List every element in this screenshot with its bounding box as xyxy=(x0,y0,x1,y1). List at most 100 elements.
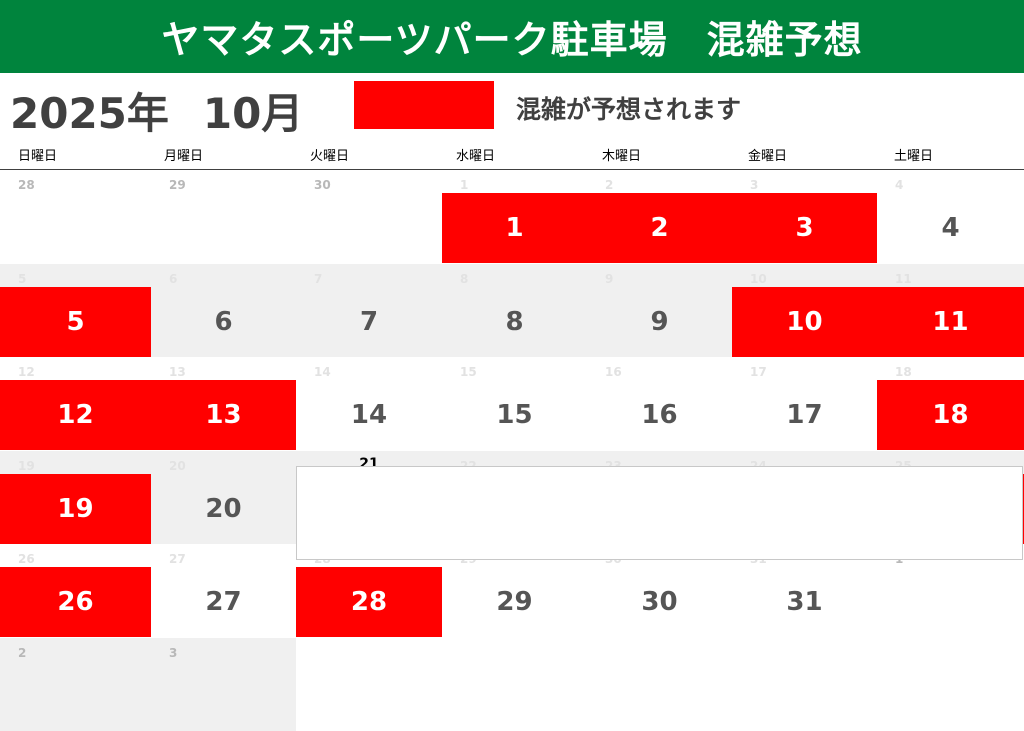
day-cell: 20 20 xyxy=(151,451,296,544)
weekday-sunday: 日曜日 xyxy=(18,149,58,164)
day-number: 16 xyxy=(641,400,678,430)
day-number: 29 xyxy=(496,587,533,617)
day-cell: 18 18 xyxy=(877,357,1024,451)
day-number-small: 8 xyxy=(460,272,469,286)
busy-marker xyxy=(732,287,877,357)
day-number-small: 30 xyxy=(314,178,331,192)
day-number: 30 xyxy=(641,587,678,617)
day-number-small: 3 xyxy=(169,646,178,660)
day-number: 6 xyxy=(214,307,233,337)
day-cell: 27 27 xyxy=(151,544,296,638)
day-number: 1 xyxy=(505,213,524,243)
day-number-small: 2 xyxy=(18,646,27,660)
day-number-small: 27 xyxy=(169,552,186,566)
notes-box xyxy=(296,466,1023,560)
day-number-small: 15 xyxy=(460,365,477,379)
day-number-small: 12 xyxy=(18,365,35,379)
day-number-small: 6 xyxy=(169,272,178,286)
day-number: 11 xyxy=(932,307,969,337)
day-number: 13 xyxy=(205,400,242,430)
busy-marker xyxy=(151,380,296,450)
busy-marker xyxy=(877,287,1024,357)
day-cell: 29 xyxy=(151,170,296,264)
day-number: 14 xyxy=(350,400,388,430)
day-number: 5 xyxy=(66,307,85,337)
day-cell: 19 19 xyxy=(0,451,151,544)
day-cell: 2828 xyxy=(296,544,442,638)
day-number-small: 9 xyxy=(605,272,614,286)
weekday-tuesday: 火曜日 xyxy=(310,149,350,164)
month-label: 10月 xyxy=(202,88,304,138)
day-number-small: 18 xyxy=(895,365,912,379)
day-number: 19 xyxy=(57,494,94,524)
day-number: 9 xyxy=(650,307,669,337)
busy-marker xyxy=(0,287,151,357)
day-cell: 28 xyxy=(0,170,151,264)
day-number-small: 14 xyxy=(314,365,331,379)
day-cell: 11 11 xyxy=(877,264,1024,357)
weekday-monday: 月曜日 xyxy=(164,149,204,164)
day-number-small: 19 xyxy=(18,459,35,473)
busy-marker xyxy=(296,567,442,637)
day-number-small: 28 xyxy=(18,178,35,192)
busy-marker xyxy=(732,193,877,263)
day-number: 18 xyxy=(932,400,969,430)
day-number-small: 4 xyxy=(895,178,904,192)
day-cell: 14 14 xyxy=(296,357,442,451)
day-cell: 16 16 xyxy=(587,357,732,451)
day-cell: 12 12 xyxy=(0,357,151,451)
weekday-wednesday: 水曜日 xyxy=(456,149,496,164)
day-number-small: 29 xyxy=(169,178,186,192)
day-number-small: 20 xyxy=(169,459,186,473)
busy-marker xyxy=(877,380,1024,450)
weekday-saturday: 土曜日 xyxy=(894,149,934,164)
day-number-small: 5 xyxy=(18,272,27,286)
year-label: 2025年 xyxy=(10,88,169,138)
busy-marker xyxy=(0,567,151,637)
day-number: 8 xyxy=(505,307,524,337)
busy-marker xyxy=(587,193,732,263)
day-cell: 26 26 xyxy=(0,544,151,638)
day-number: 7 xyxy=(359,307,379,337)
day-number-small: 10 xyxy=(750,272,767,286)
day-number-small: 1 xyxy=(460,178,469,192)
day-cell: 2 xyxy=(0,638,151,731)
day-number-small: 13 xyxy=(169,365,186,379)
legend-busy-label: 混雑が予想されます xyxy=(516,95,742,124)
busy-marker xyxy=(0,380,151,450)
day-number: 28 xyxy=(350,587,388,617)
day-number: 15 xyxy=(496,400,533,430)
calendar-grid: 28 29 30 1 1 2 2 3 3 4 4 5 5 6 6 7 7 8 8 9 9 10 10 11 11 12 12 13 13… xyxy=(0,170,1024,731)
day-cell: 15 15 xyxy=(442,357,587,451)
day-cell: 13 13 xyxy=(151,357,296,451)
day-cell: 3 xyxy=(151,638,296,731)
day-number: 4 xyxy=(941,213,960,243)
legend-busy-swatch xyxy=(354,81,494,129)
busy-marker xyxy=(0,474,151,544)
day-number-small: 26 xyxy=(18,552,35,566)
day-number: 10 xyxy=(786,307,823,337)
day-number-small: 3 xyxy=(750,178,759,192)
busy-marker xyxy=(442,193,587,263)
year-month-heading: 2025年 10月 xyxy=(10,80,303,140)
page-title: ヤマタスポーツパーク駐車場 混雑予想 xyxy=(0,0,1024,73)
day-number: 26 xyxy=(57,587,94,617)
day-number-small: 16 xyxy=(605,365,622,379)
day-cell: 10 10 xyxy=(732,264,877,357)
day-number: 17 xyxy=(786,400,823,430)
day-number: 31 xyxy=(786,587,823,617)
weekday-header-row: 日曜日 月曜日 火曜日 水曜日 木曜日 金曜日 土曜日 xyxy=(0,146,1024,170)
day-number-small: 2 xyxy=(605,178,614,192)
day-cell: 30 xyxy=(296,170,442,264)
weekday-friday: 金曜日 xyxy=(748,149,788,164)
day-number-small: 17 xyxy=(750,365,767,379)
day-number: 3 xyxy=(795,213,814,243)
